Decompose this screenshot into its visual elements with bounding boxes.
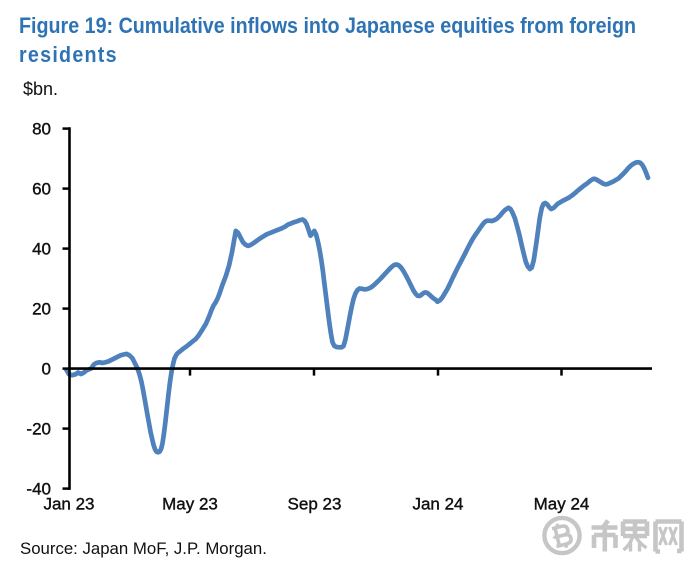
svg-text:-20: -20 bbox=[26, 419, 51, 438]
svg-text:80: 80 bbox=[32, 119, 51, 138]
svg-text:Jan 23: Jan 23 bbox=[43, 495, 94, 514]
svg-text:May 23: May 23 bbox=[162, 495, 218, 514]
svg-text:-40: -40 bbox=[26, 479, 51, 498]
svg-text:60: 60 bbox=[32, 179, 51, 198]
svg-text:May 24: May 24 bbox=[534, 495, 590, 514]
svg-text:40: 40 bbox=[32, 239, 51, 258]
svg-text:0: 0 bbox=[42, 359, 51, 378]
svg-text:20: 20 bbox=[32, 299, 51, 318]
svg-text:Sep 23: Sep 23 bbox=[288, 495, 342, 514]
svg-text:Jan 24: Jan 24 bbox=[412, 495, 463, 514]
